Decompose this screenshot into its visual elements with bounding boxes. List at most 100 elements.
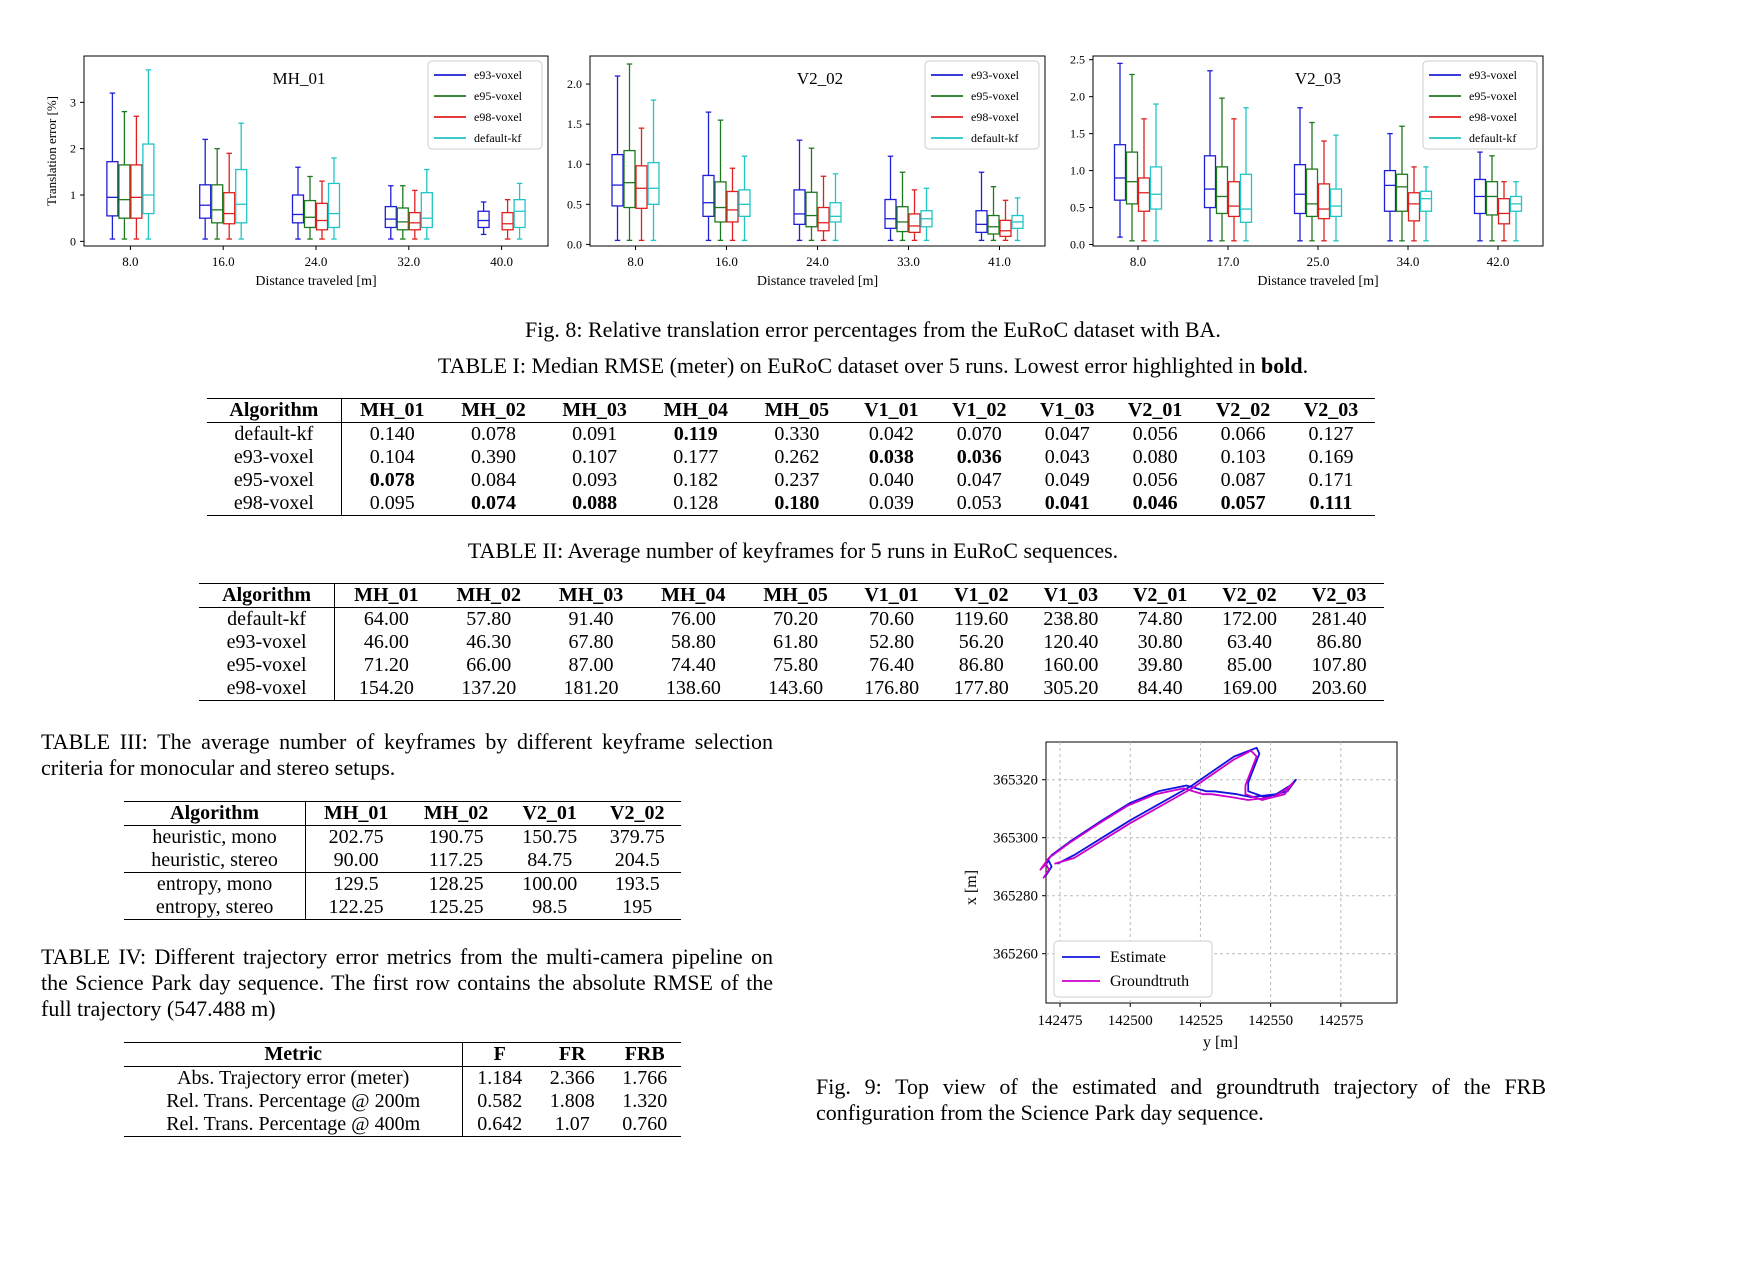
table-cell: 0.128 bbox=[673, 492, 719, 514]
column-header: V1_03 bbox=[1043, 584, 1099, 606]
box bbox=[291, 194, 305, 224]
x-tick-label: 142475 bbox=[1038, 1013, 1083, 1029]
x-tick-label: 8.0 bbox=[122, 254, 138, 269]
x-axis-label: Distance traveled [m] bbox=[757, 274, 878, 289]
table-cell: 203.60 bbox=[1311, 677, 1367, 699]
x-tick-label: 41.0 bbox=[988, 254, 1011, 269]
header-row: Metric F FR FRB bbox=[124, 1042, 681, 1067]
panel-title: V2_02 bbox=[797, 69, 843, 88]
table-header: Algorithm MH_01 MH_02 MH_03 MH_04 MH_05 V1_01 V… bbox=[207, 398, 1375, 423]
table-cell: 0.046 bbox=[1132, 492, 1178, 514]
fig8-boxplots: 0 1 2 3 8.0 16.0 24.0 32.0 40.0 Distance traveled… bbox=[44, 53, 1544, 289]
table-cell: 0.177 bbox=[673, 446, 719, 468]
table-cell: 85.00 bbox=[1226, 654, 1272, 676]
table-cell: 0.169 bbox=[1308, 446, 1354, 468]
y-tick-label: 0.0 bbox=[1070, 238, 1085, 252]
table-cell: 46.30 bbox=[466, 631, 512, 653]
table1-caption-text: TABLE I: Median RMSE (meter) on EuRoC da… bbox=[437, 353, 1261, 378]
box bbox=[396, 207, 409, 231]
box bbox=[987, 214, 1000, 235]
table-cell: 67.80 bbox=[568, 631, 614, 653]
column-header: MH_05 bbox=[763, 584, 828, 606]
table-cell: 0.057 bbox=[1220, 492, 1266, 514]
box bbox=[1407, 192, 1421, 222]
row-label: Abs. Trajectory error (meter) bbox=[124, 1066, 464, 1090]
table-cell: 0.080 bbox=[1132, 446, 1178, 468]
box bbox=[647, 161, 660, 205]
table-body: default-kf 64.00 57.80 91.40 76.00 70.20 70.60… bbox=[199, 607, 1384, 701]
legend-label: default-kf bbox=[971, 131, 1018, 145]
row-label: default-kf bbox=[199, 607, 336, 631]
y-tick-label: 365320 bbox=[993, 773, 1038, 789]
table-cell: 107.80 bbox=[1311, 654, 1367, 676]
table-cell: 0.047 bbox=[956, 469, 1002, 491]
box bbox=[975, 210, 988, 234]
column-header: MH_05 bbox=[764, 399, 830, 421]
table-cell: 0.056 bbox=[1132, 469, 1178, 491]
box bbox=[327, 182, 341, 229]
y-tick-label: 2 bbox=[70, 142, 76, 156]
table-cell: 1.320 bbox=[622, 1090, 668, 1112]
table-cell: 0.087 bbox=[1220, 469, 1266, 491]
table-cell: 193.5 bbox=[593, 872, 681, 896]
column-header: MH_04 bbox=[661, 584, 726, 606]
box bbox=[1227, 181, 1241, 218]
table-cell: 86.80 bbox=[958, 654, 1004, 676]
table-cell: 0.330 bbox=[774, 423, 820, 445]
table-cell: 98.5 bbox=[532, 896, 568, 918]
box bbox=[1113, 144, 1127, 201]
box bbox=[908, 213, 921, 234]
box bbox=[477, 210, 490, 229]
box bbox=[1203, 155, 1217, 209]
legend-label: e98-voxel bbox=[474, 110, 523, 124]
table-cell: 0.760 bbox=[622, 1113, 668, 1135]
x-tick-label: 8.0 bbox=[1130, 254, 1146, 269]
box bbox=[106, 161, 119, 217]
y-tick-label: 1.5 bbox=[567, 117, 582, 131]
table-cell: 0.070 bbox=[956, 423, 1002, 445]
column-header: V1_03 bbox=[1040, 399, 1095, 421]
table-cell: 0.074 bbox=[470, 492, 516, 514]
x-tick-label: 16.0 bbox=[715, 254, 738, 269]
y-tick-label: 3 bbox=[70, 95, 76, 109]
trajectory-line bbox=[1042, 746, 1297, 876]
table-cell: 0.041 bbox=[1044, 492, 1090, 514]
table-row: e95-voxel 0.078 0.084 0.093 0.182 0.237 0.040 0… bbox=[207, 469, 1375, 492]
box bbox=[1293, 164, 1307, 215]
table-cell: 0.642 bbox=[477, 1113, 523, 1135]
box bbox=[1497, 198, 1511, 225]
box bbox=[199, 184, 212, 219]
table1-caption: TABLE I: Median RMSE (meter) on EuRoC da… bbox=[0, 353, 1746, 379]
box bbox=[1137, 177, 1151, 212]
box bbox=[142, 143, 155, 215]
box bbox=[1419, 190, 1433, 212]
table-row: heuristic, stereo 90.00 117.25 84.75 204.5 bbox=[124, 849, 681, 873]
table-cell: 1.766 bbox=[622, 1067, 668, 1089]
table-cell: 0.091 bbox=[572, 423, 618, 445]
table-cell: 0.042 bbox=[868, 423, 914, 445]
legend-label: e93-voxel bbox=[474, 68, 523, 82]
table-cell: 379.75 bbox=[609, 826, 665, 848]
row-label: default-kf bbox=[207, 422, 342, 446]
legend-label: e98-voxel bbox=[971, 110, 1020, 124]
table-row: Rel. Trans. Percentage @ 400m 0.642 1.07 0.… bbox=[124, 1113, 681, 1137]
column-header: Algorithm bbox=[124, 801, 307, 826]
table-header: Metric F FR FRB bbox=[124, 1042, 681, 1067]
box bbox=[726, 190, 739, 223]
table-cell: 84.75 bbox=[527, 849, 573, 871]
table-row: Abs. Trajectory error (meter) 1.184 2.366 1… bbox=[124, 1066, 681, 1090]
table-row: e93-voxel 0.104 0.390 0.107 0.177 0.262 0.038 0… bbox=[207, 446, 1375, 469]
table-cell: 70.20 bbox=[773, 608, 819, 630]
legend-label: Groundtruth bbox=[1110, 973, 1189, 990]
box bbox=[611, 153, 624, 207]
table-cell: 57.80 bbox=[466, 608, 512, 630]
legend-box bbox=[1053, 940, 1213, 998]
fig8-caption: Fig. 8: Relative translation error perce… bbox=[525, 317, 1221, 342]
table-cell: 0.390 bbox=[470, 446, 516, 468]
column-header: V2_01 bbox=[1127, 399, 1183, 421]
table-cell: 195 bbox=[622, 896, 653, 918]
legend-label: Estimate bbox=[1110, 949, 1166, 966]
column-header: Metric bbox=[124, 1042, 464, 1067]
boxplot-panel-v202: 0.0 0.5 1.0 1.5 2.0 8.0 16.0 24.0 33.0 41.0 Distan… bbox=[567, 55, 1046, 289]
box bbox=[1305, 168, 1319, 218]
